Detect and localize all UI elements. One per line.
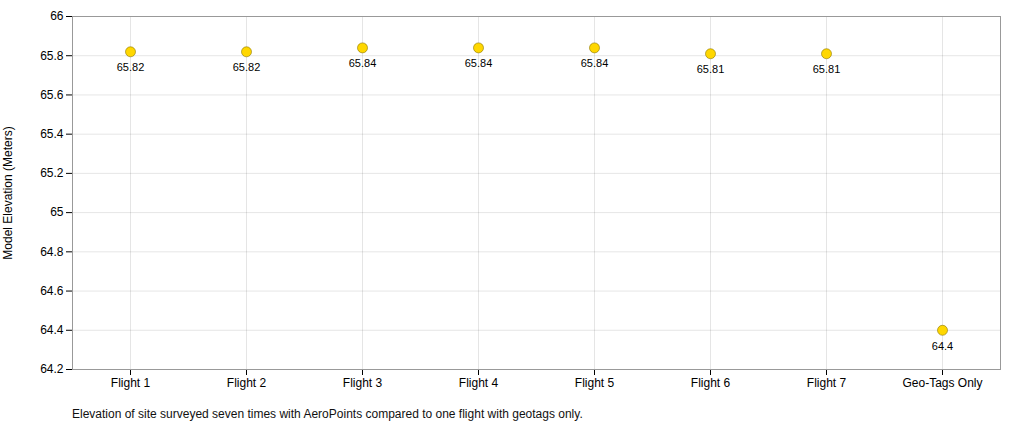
svg-text:Flight 3: Flight 3 [343,376,383,390]
svg-text:66: 66 [50,9,64,23]
svg-text:65.82: 65.82 [117,61,145,73]
html-text:Elevation of site surveyed sev: Elevation of site surveyed seven times w… [72,407,583,421]
svg-text:Flight 5: Flight 5 [575,376,615,390]
svg-text:65.84: 65.84 [581,57,609,69]
svg-text:65.8: 65.8 [40,49,64,63]
svg-text:Flight 7: Flight 7 [807,376,847,390]
svg-text:Model Elevation (Meters): Model Elevation (Meters) [1,126,15,259]
svg-text:64.8: 64.8 [40,245,64,259]
svg-text:Flight 2: Flight 2 [227,376,267,390]
svg-text:65.82: 65.82 [233,61,261,73]
svg-text:Flight 6: Flight 6 [691,376,731,390]
svg-text:64.4: 64.4 [40,323,64,337]
svg-text:65.4: 65.4 [40,127,64,141]
svg-text:64.2: 64.2 [40,362,64,376]
svg-text:65.84: 65.84 [465,57,493,69]
svg-text:Flight 1: Flight 1 [111,376,151,390]
svg-text:65.81: 65.81 [813,63,841,75]
svg-text:Geo-Tags Only: Geo-Tags Only [902,376,982,390]
svg-text:64.4: 64.4 [932,340,953,352]
svg-text:65.84: 65.84 [349,57,377,69]
svg-text:Flight 4: Flight 4 [459,376,499,390]
svg-text:65.81: 65.81 [697,63,725,75]
svg-text:64.6: 64.6 [40,284,64,298]
svg-text:65.6: 65.6 [40,88,64,102]
svg-text:65: 65 [50,205,64,219]
svg-text:65.2: 65.2 [40,166,64,180]
